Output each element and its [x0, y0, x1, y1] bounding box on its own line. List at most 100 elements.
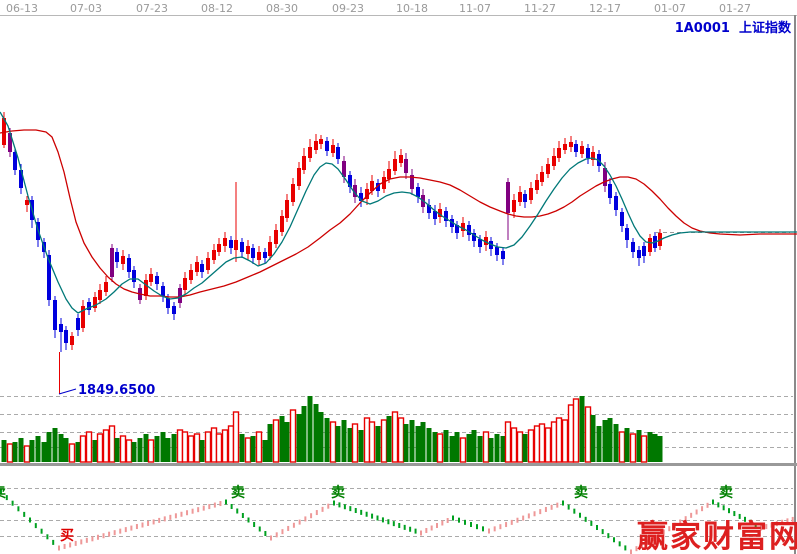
volume-bar: [363, 417, 371, 463]
indicator-tick: [360, 509, 363, 515]
date-label: 01-27: [719, 2, 751, 15]
indicator-tick: [425, 528, 428, 533]
volume-bar: [607, 418, 613, 462]
volume-bar: [1, 440, 7, 462]
indicator-tick: [662, 529, 665, 535]
indicator-tick: [712, 499, 714, 505]
sell-signal-label: 卖: [719, 485, 733, 501]
volume-bar: [426, 428, 432, 462]
candle-body: [529, 188, 533, 200]
indicator-tick: [573, 508, 576, 514]
date-label: 08-30: [266, 2, 298, 15]
indicator-tick: [618, 541, 621, 547]
volume-bar: [313, 404, 319, 462]
indicator-tick: [493, 526, 496, 532]
ma-fast-line: [0, 111, 797, 314]
candle-body: [370, 181, 374, 191]
indicator-tick: [371, 513, 374, 519]
volume-bar: [466, 434, 472, 462]
candle-body: [8, 133, 12, 152]
volume-bar: [68, 443, 76, 463]
volume-bar: [272, 419, 280, 463]
candle-body: [47, 255, 51, 300]
indicator-tick: [476, 524, 478, 530]
volume-bar: [567, 404, 575, 463]
volume-bar: [652, 434, 658, 462]
sell-signal-label: 卖: [0, 486, 6, 500]
symbol-name: 上证指数: [738, 21, 791, 36]
candle-body: [495, 247, 499, 255]
indicator-tick: [701, 506, 704, 512]
indicator-tick: [522, 515, 525, 521]
volume-bar: [125, 439, 133, 463]
candle-body: [501, 251, 505, 259]
indicator-tick: [130, 525, 133, 531]
volume-bar: [454, 432, 460, 462]
volume-bar: [500, 436, 506, 462]
low-annotation: [58, 352, 77, 395]
indicator-tick: [174, 513, 177, 519]
indicator-tick: [40, 528, 43, 534]
volume-bar: [596, 426, 602, 462]
candle-body: [484, 237, 488, 245]
symbol-code: 1A0001: [674, 21, 730, 36]
indicator-tick: [684, 516, 687, 522]
indicator-tick: [213, 502, 216, 508]
volume-bar: [63, 438, 69, 462]
volume-bar: [79, 435, 87, 463]
volume-bar: [602, 420, 608, 462]
candle-body: [427, 205, 431, 213]
volume-bar: [114, 438, 120, 462]
indicator-tick: [754, 522, 757, 528]
candle-body: [98, 290, 102, 300]
date-label: 08-12: [201, 2, 233, 15]
sell-signal-label: 卖: [231, 485, 245, 501]
candle-body: [200, 264, 204, 272]
candle-body: [25, 200, 29, 205]
indicator-tick: [544, 506, 547, 512]
candle-body: [586, 148, 590, 158]
volume-bar: [52, 428, 58, 462]
volume-bar: [471, 430, 477, 462]
candle-body: [438, 209, 442, 217]
candle-body: [13, 152, 17, 170]
volume-bar: [23, 445, 31, 463]
indicator-tick: [376, 515, 379, 521]
candle-body: [637, 250, 641, 258]
indicator-tick: [208, 504, 211, 510]
volume-bar: [143, 434, 149, 462]
indicator-tick: [387, 519, 390, 525]
candle-body: [280, 216, 284, 232]
indicator-tick: [464, 519, 466, 525]
volume-bar: [85, 431, 93, 463]
volume-bar: [58, 434, 64, 462]
indicator-tick: [80, 539, 83, 545]
candle-body: [512, 200, 516, 212]
candle-body: [535, 180, 539, 190]
candle-body: [365, 189, 369, 199]
indicator-tick: [298, 519, 301, 525]
candle-body: [319, 139, 323, 144]
volume-bar: [329, 421, 337, 463]
candle-body: [291, 184, 295, 202]
indicator-tick: [333, 500, 335, 506]
volume-bar: [147, 439, 155, 463]
date-label: 10-18: [396, 2, 428, 15]
indicator-tick: [596, 525, 598, 530]
volume-bar: [397, 417, 405, 463]
volume-bar: [459, 437, 467, 463]
indicator-tick: [505, 522, 508, 528]
volume-bar: [35, 436, 41, 462]
indicator-tick: [607, 533, 610, 539]
indicator-tick: [657, 532, 660, 538]
candle-body: [563, 144, 567, 150]
date-label: 12-17: [589, 2, 621, 15]
sell-signal-label: 卖: [574, 485, 588, 501]
candle-body: [631, 242, 635, 252]
candle-body: [557, 148, 561, 158]
indicator-tick: [749, 519, 752, 525]
indicator-tick: [310, 513, 313, 519]
indicator-tick: [119, 528, 122, 534]
volume-bar: [436, 433, 444, 463]
